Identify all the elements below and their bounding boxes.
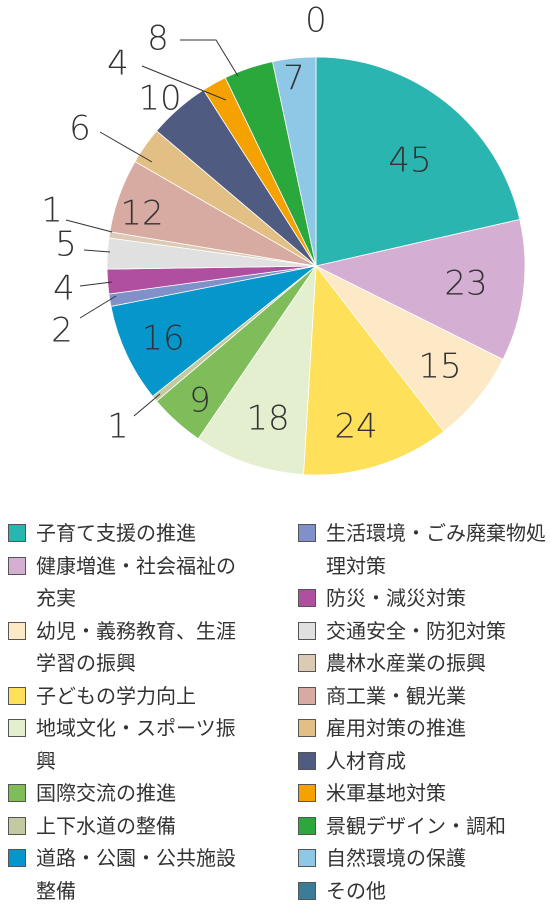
legend-swatch <box>8 524 26 542</box>
leader-line <box>83 249 111 253</box>
legend-swatch <box>8 816 26 835</box>
legend-swatch <box>298 524 316 542</box>
legend-label: 交通安全・防犯対策 <box>326 618 506 643</box>
legend-label: 景観デザイン・調和 <box>326 813 506 838</box>
data-label: 15 <box>418 347 461 387</box>
legend-item: 幼児・義務教育、生涯学習の振興 <box>8 615 246 680</box>
legend-swatch <box>298 654 316 672</box>
legend-swatch <box>8 849 26 867</box>
legend-label: 自然環境の保護 <box>326 846 466 870</box>
legend-swatch <box>8 719 26 737</box>
legend-item: 自然環境の保護 <box>298 842 548 875</box>
leader-line <box>99 131 153 163</box>
legend-item: 子どもの学力向上 <box>8 680 246 713</box>
legend-swatch <box>8 784 26 802</box>
legend-label: その他 <box>326 878 386 903</box>
data-label: 0 <box>305 1 327 41</box>
data-label: 6 <box>69 109 91 149</box>
leader-line <box>79 295 117 319</box>
pie-slice <box>315 56 521 267</box>
legend-item: 米軍基地対策 <box>298 777 548 810</box>
legend-item: 人材育成 <box>298 745 548 778</box>
leader-line <box>133 393 161 417</box>
legend-swatch <box>8 686 26 705</box>
data-label: 23 <box>444 264 487 304</box>
pie-slice <box>272 56 317 267</box>
data-label: 9 <box>189 381 211 421</box>
pie-slice <box>314 219 526 361</box>
data-label: 8 <box>147 19 169 59</box>
data-label: 2 <box>51 311 73 351</box>
legend-swatch <box>298 849 316 867</box>
leader-line <box>141 65 227 101</box>
legend-label: 商工業・観光業 <box>326 683 466 708</box>
legend-label: 上下水道の整備 <box>36 813 176 838</box>
legend-item: 商工業・観光業 <box>298 680 548 713</box>
legend-label: 国際交流の推進 <box>36 781 176 805</box>
legend-item: 生活環境・ごみ廃棄物処理対策 <box>298 517 548 582</box>
legend-label: 子育て支援の推進 <box>36 521 196 545</box>
data-label: 45 <box>388 141 431 181</box>
legend-label: 幼児・義務教育、生涯学習の振興 <box>36 618 236 676</box>
legend-swatch <box>8 556 26 575</box>
legend-item: 地域文化・スポーツ振興 <box>8 712 246 777</box>
legend-item: 農林水産業の振興 <box>298 647 548 680</box>
data-label: 12 <box>120 194 163 234</box>
legend-item: 雇用対策の推進 <box>298 712 548 745</box>
legend-swatch <box>298 686 316 705</box>
legend-item: 健康増進・社会福祉の充実 <box>8 550 246 615</box>
legend-label: 雇用対策の推進 <box>326 716 466 740</box>
legend-left: 子育て支援の推進健康増進・社会福祉の充実 幼児・義務教育、生涯学習の振興子どもの学… <box>8 517 246 907</box>
data-label: 7 <box>283 59 305 99</box>
legend-item: 子育て支援の推進 <box>8 517 246 550</box>
data-label: 18 <box>246 399 289 439</box>
legend-item: 景観デザイン・調和 <box>298 810 548 843</box>
legend-swatch <box>298 816 316 835</box>
legend-item: 交通安全・防犯対策 <box>298 615 548 648</box>
legend-swatch <box>298 881 316 900</box>
pie-slice <box>110 265 317 397</box>
data-label: 4 <box>107 44 129 84</box>
legend-swatch <box>298 784 316 802</box>
legend-swatch <box>8 621 26 640</box>
leader-line <box>79 281 113 287</box>
legend-item: 道路・公園・公共施設整備 <box>8 842 246 907</box>
data-label: 5 <box>55 225 77 265</box>
data-label: 1 <box>107 407 129 447</box>
legend-label: 地域文化・スポーツ振興 <box>36 716 236 773</box>
leader-line <box>180 39 239 77</box>
legend-swatch <box>298 589 316 607</box>
legend-label: 健康増進・社会福祉の充実 <box>36 553 236 611</box>
legend-item: 防災・減災対策 <box>298 582 548 615</box>
legend-label: 防災・減災対策 <box>326 586 466 610</box>
pie-slice <box>303 264 445 476</box>
legend-swatch <box>298 719 316 737</box>
data-label: 4 <box>53 269 75 309</box>
legend-item: 国際交流の推進 <box>8 777 246 810</box>
leader-line <box>65 219 113 233</box>
legend-label: 農林水産業の振興 <box>326 651 486 675</box>
pie-slice <box>197 264 317 476</box>
legend-swatch <box>298 751 316 770</box>
legend-right: 生活環境・ごみ廃棄物処理対策防災・減災対策交通安全・防犯対策 農林水産業の振興 商工… <box>298 517 548 907</box>
data-label: 10 <box>138 79 181 119</box>
legend-label: 道路・公園・公共施設整備 <box>36 846 236 903</box>
data-label: 1 <box>41 191 63 231</box>
legend-label: 子どもの学力向上 <box>36 683 196 708</box>
data-label: 24 <box>334 407 377 447</box>
data-label: 16 <box>141 319 184 359</box>
legend-label: 生活環境・ごみ廃棄物処理対策 <box>326 521 546 578</box>
legend-label: 米軍基地対策 <box>326 781 446 805</box>
legend-item: その他 <box>298 875 548 908</box>
legend-swatch <box>298 621 316 640</box>
legend-item: 上下水道の整備 <box>8 810 246 843</box>
legend-label: 人材育成 <box>326 748 406 773</box>
